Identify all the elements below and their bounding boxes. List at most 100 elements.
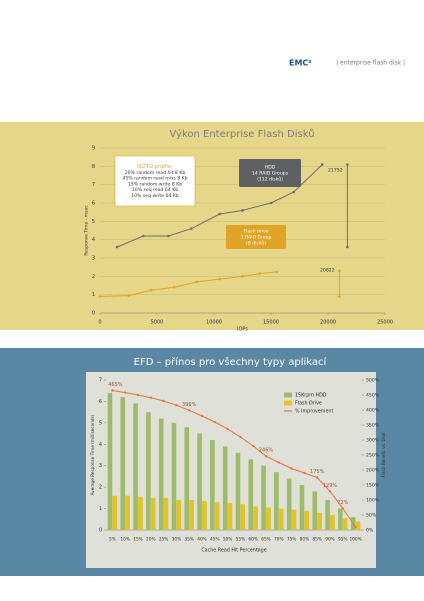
improvement-point [200,414,204,418]
y2-tick-label: 200% [366,468,380,474]
y-tick-label: 6 [99,399,102,405]
x-tick-label: 5000 [151,320,164,326]
y-tick-label: 0 [92,311,95,317]
y-tick-label: 3 [92,256,95,262]
improvement-point [277,461,280,464]
legend-label: % Improvement [295,409,333,415]
bar [227,503,233,530]
annotation-text: 20% random read hit 8 Kb [125,170,186,176]
annotation-text: 21752 [328,168,343,174]
bar [330,515,335,530]
value-label: 129% [323,483,338,489]
x-axis-label: Cache Read Hit Percentage [201,548,266,554]
y-axis-label: Response Time - msec [84,205,90,256]
point [127,294,130,297]
point [275,270,279,274]
y-tick-label: 5 [92,219,95,225]
y2-tick-label: 450% [366,393,380,399]
point [338,295,341,298]
y-tick-label: 0 [99,528,102,534]
bar [261,465,266,530]
annotation-text: 14 RAID Groups [252,171,289,177]
bar [138,496,143,530]
annotation-text: 20822 [320,268,335,274]
x-tick-label: 70% [274,537,284,543]
y-tick-label: 5 [99,420,102,426]
point [218,212,221,216]
bar [150,497,156,530]
x-tick-label: 40% [197,537,207,543]
x-tick-label: 85% [312,537,322,543]
value-label: 399% [182,402,197,408]
annotation-text: 10% seq write 64 Kb [131,193,179,199]
bar [355,521,361,530]
point [142,234,145,238]
bar [240,504,246,530]
y2-tick-label: 300% [366,438,380,444]
chart-title: EFD – přínos pro všechny typy aplikací [134,356,328,368]
point [269,201,273,205]
x-tick-label: 10% [120,537,130,543]
improvement-point [213,420,216,424]
x-tick-label: 25% [159,537,169,543]
y-tick-label: 7 [99,378,102,384]
annotation-text: 45% random read miss 8 Kb [122,176,187,182]
improvement-point [162,399,165,403]
bar [312,491,318,530]
bar [163,497,169,530]
x-tick-label: 20000 [320,320,336,326]
y2-tick-label: 50% [366,513,377,519]
y2-tick-label: 0% [366,528,374,534]
improvement-point [226,427,229,431]
point [241,275,244,278]
bar [112,495,118,530]
bar [286,478,292,530]
improvement-point [341,507,344,510]
value-label: 465% [108,382,123,388]
bar [214,502,220,530]
x-tick-label: 50% [223,537,233,543]
bar [342,518,348,530]
bar [222,446,228,530]
point [195,280,199,284]
point [189,227,193,230]
improvement-line [112,390,357,528]
y-tick-label: 3 [99,463,102,469]
legend-swatch [284,392,292,398]
point [98,295,102,298]
legend-swatch [284,400,292,406]
improvement-point [175,404,178,407]
annotation-text: 15% random write 8 Kb [128,181,182,187]
point [218,277,221,281]
x-tick-label: 15% [133,537,143,543]
improvement-point [149,396,152,399]
improvement-point [290,467,293,470]
improvement-point [252,444,255,448]
bar [146,412,151,530]
x-tick-label: 25000 [377,320,393,326]
bar [133,403,138,530]
x-tick-label: 75% [287,537,297,543]
y2-tick-label: 150% [366,483,380,489]
bar [253,506,258,530]
improvement-point [188,409,191,412]
y-tick-label: 6 [92,201,95,207]
point [338,269,341,273]
chart-title: Výkon Enterprise Flash Disků [169,128,314,140]
bar [189,500,194,530]
bar [325,500,330,530]
annotation-text: OLTP2 profile: [137,164,173,170]
x-tick-label: 55% [236,537,246,543]
point [167,234,170,238]
improvement-point [303,471,306,475]
bar [317,512,322,530]
value-label: 175% [310,469,325,475]
bar [107,392,113,530]
annotation-text: HDD [265,165,276,171]
annotation-box [239,159,301,187]
annotation-text: (112 disků) [257,175,283,182]
brand: EMC² [289,59,312,68]
improvement-point [239,435,242,439]
bar [248,459,254,530]
x-tick-label: 90% [325,537,335,543]
